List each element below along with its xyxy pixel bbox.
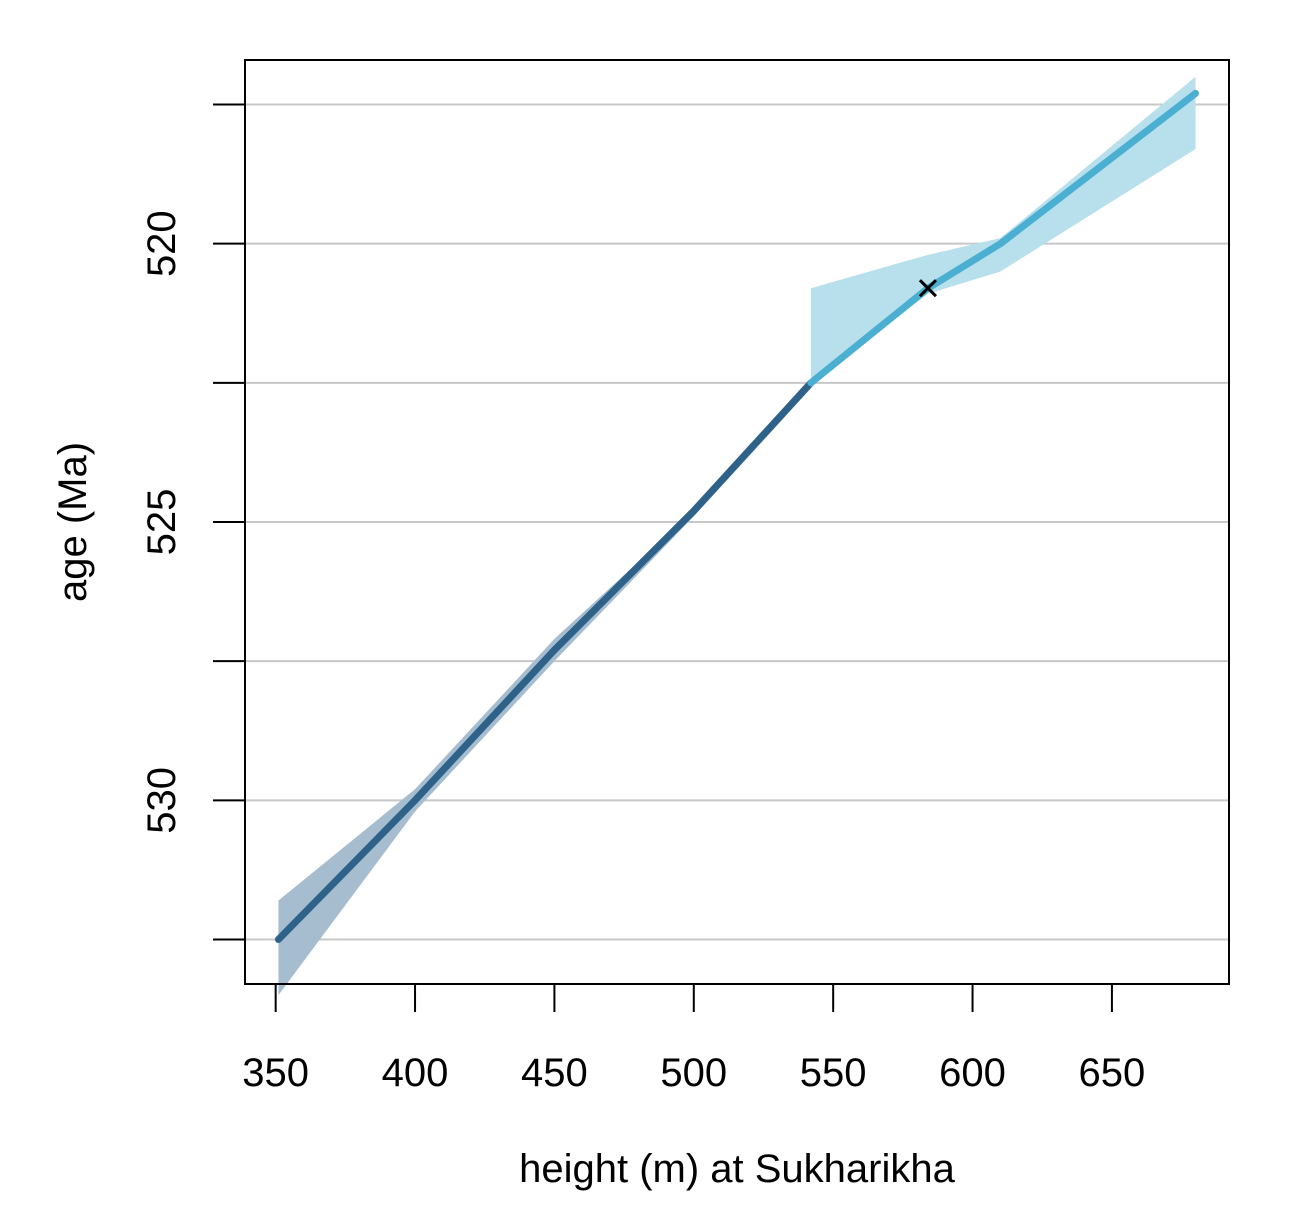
x-axis-title: height (m) at Sukharikha — [519, 1147, 956, 1191]
x-tick-label: 600 — [939, 1051, 1006, 1095]
series-line-1 — [274, 379, 815, 943]
x-tick-label: 550 — [800, 1051, 867, 1095]
y-axis-title: age (Ma) — [51, 442, 95, 602]
x-tick-label: 650 — [1079, 1051, 1146, 1095]
confidence-bands — [278, 76, 1196, 996]
x-tick-label: 450 — [521, 1051, 588, 1095]
markers — [918, 279, 938, 298]
cross-marker — [918, 279, 938, 298]
x-axis: 350 400 450 500 550 600 650 — [242, 983, 1146, 1095]
y-tick-label: 525 — [140, 489, 184, 556]
y-axis: 520 525 530 — [140, 103, 246, 941]
y-tick-label: 520 — [140, 210, 184, 277]
series-line-2 — [807, 89, 1200, 387]
x-tick-label: 350 — [242, 1051, 309, 1095]
x-tick-label: 500 — [660, 1051, 727, 1095]
series-lines — [274, 89, 1200, 943]
x-tick-label: 400 — [382, 1051, 449, 1095]
y-tick-label: 530 — [140, 767, 184, 834]
